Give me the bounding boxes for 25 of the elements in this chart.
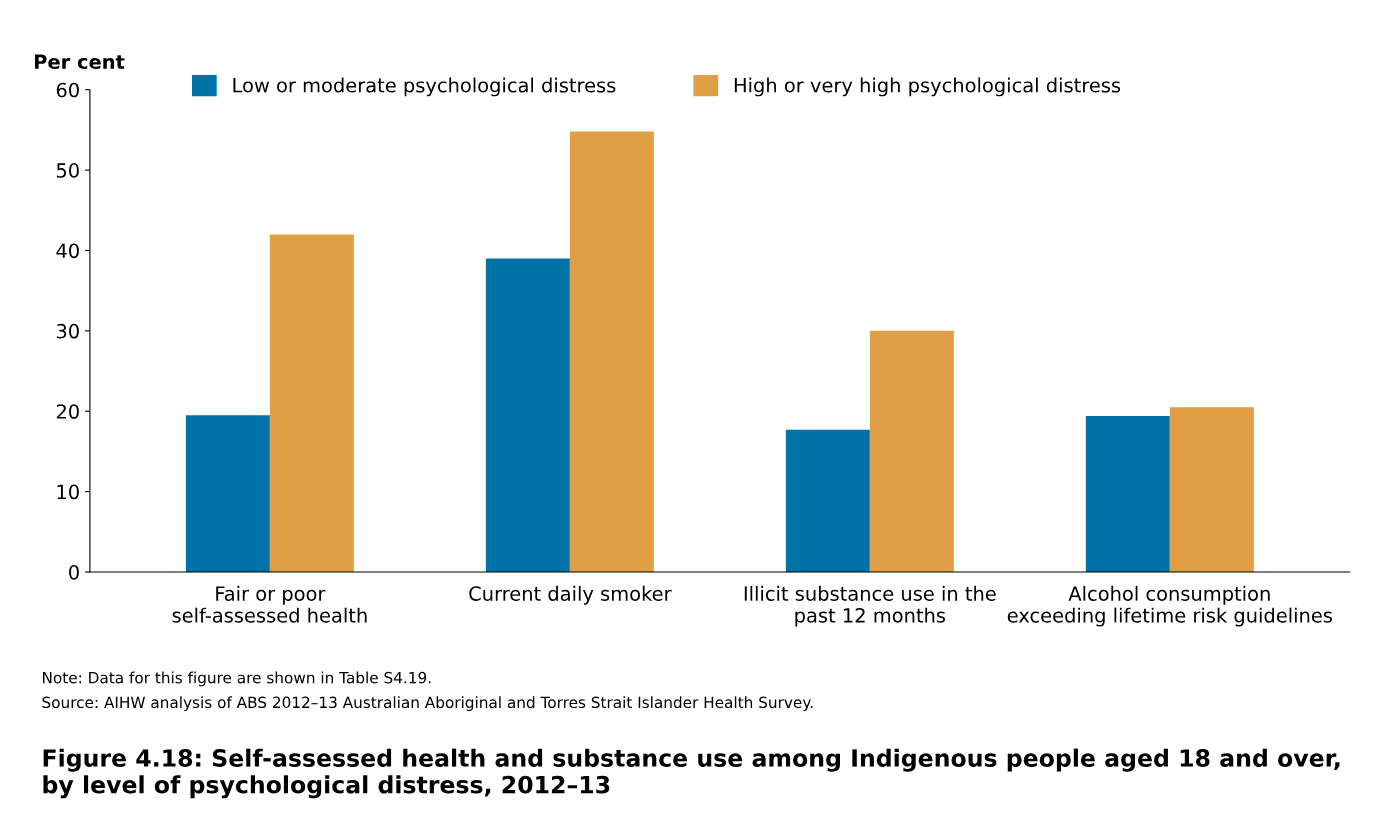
bar: [569, 131, 654, 572]
x-tick-label: Fair or poor self-assessed health: [172, 585, 367, 623]
text: Note: Data for this figure are shown in Table S4.19.: [42, 671, 431, 687]
text: Figure 4.18: Self-assessed health and substance use among Indigenous people aged 18 and over, by level of psychological distress, 2012–13: [43, 748, 1340, 799]
x-tick-label: Current daily smoker: [469, 585, 672, 605]
x-tick-label: Illicit substance use in the past 12 months: [744, 585, 996, 627]
bar: [1169, 407, 1254, 572]
legend-label: High or very high psychological distress: [734, 77, 1121, 97]
y-tick-label: 10: [57, 484, 79, 500]
y-tick-label: 20: [56, 404, 79, 419]
legend-label: Low or moderate psychological distress: [233, 77, 616, 97]
bar: [269, 234, 354, 572]
source-note: Source: AIHW analysis of ABS 2012–13 Australian Aboriginal and Torres Strait Islander Health Survey.: [42, 696, 813, 712]
bar: [1085, 416, 1170, 572]
bar: [785, 429, 870, 572]
bar: [869, 330, 954, 572]
bar: [485, 258, 570, 572]
y-axis-title: Per cent: [34, 54, 125, 70]
y-tick-label: 0: [69, 564, 79, 580]
y-tick-label: 30: [56, 323, 79, 339]
y-tick-label: 60: [56, 82, 79, 98]
y-tick-label: 40: [56, 243, 79, 259]
y-tick-label: 50: [56, 163, 79, 178]
x-tick-label: Alcohol consumption exceeding lifetime risk guidelines: [1007, 585, 1333, 627]
bar: [185, 415, 270, 572]
